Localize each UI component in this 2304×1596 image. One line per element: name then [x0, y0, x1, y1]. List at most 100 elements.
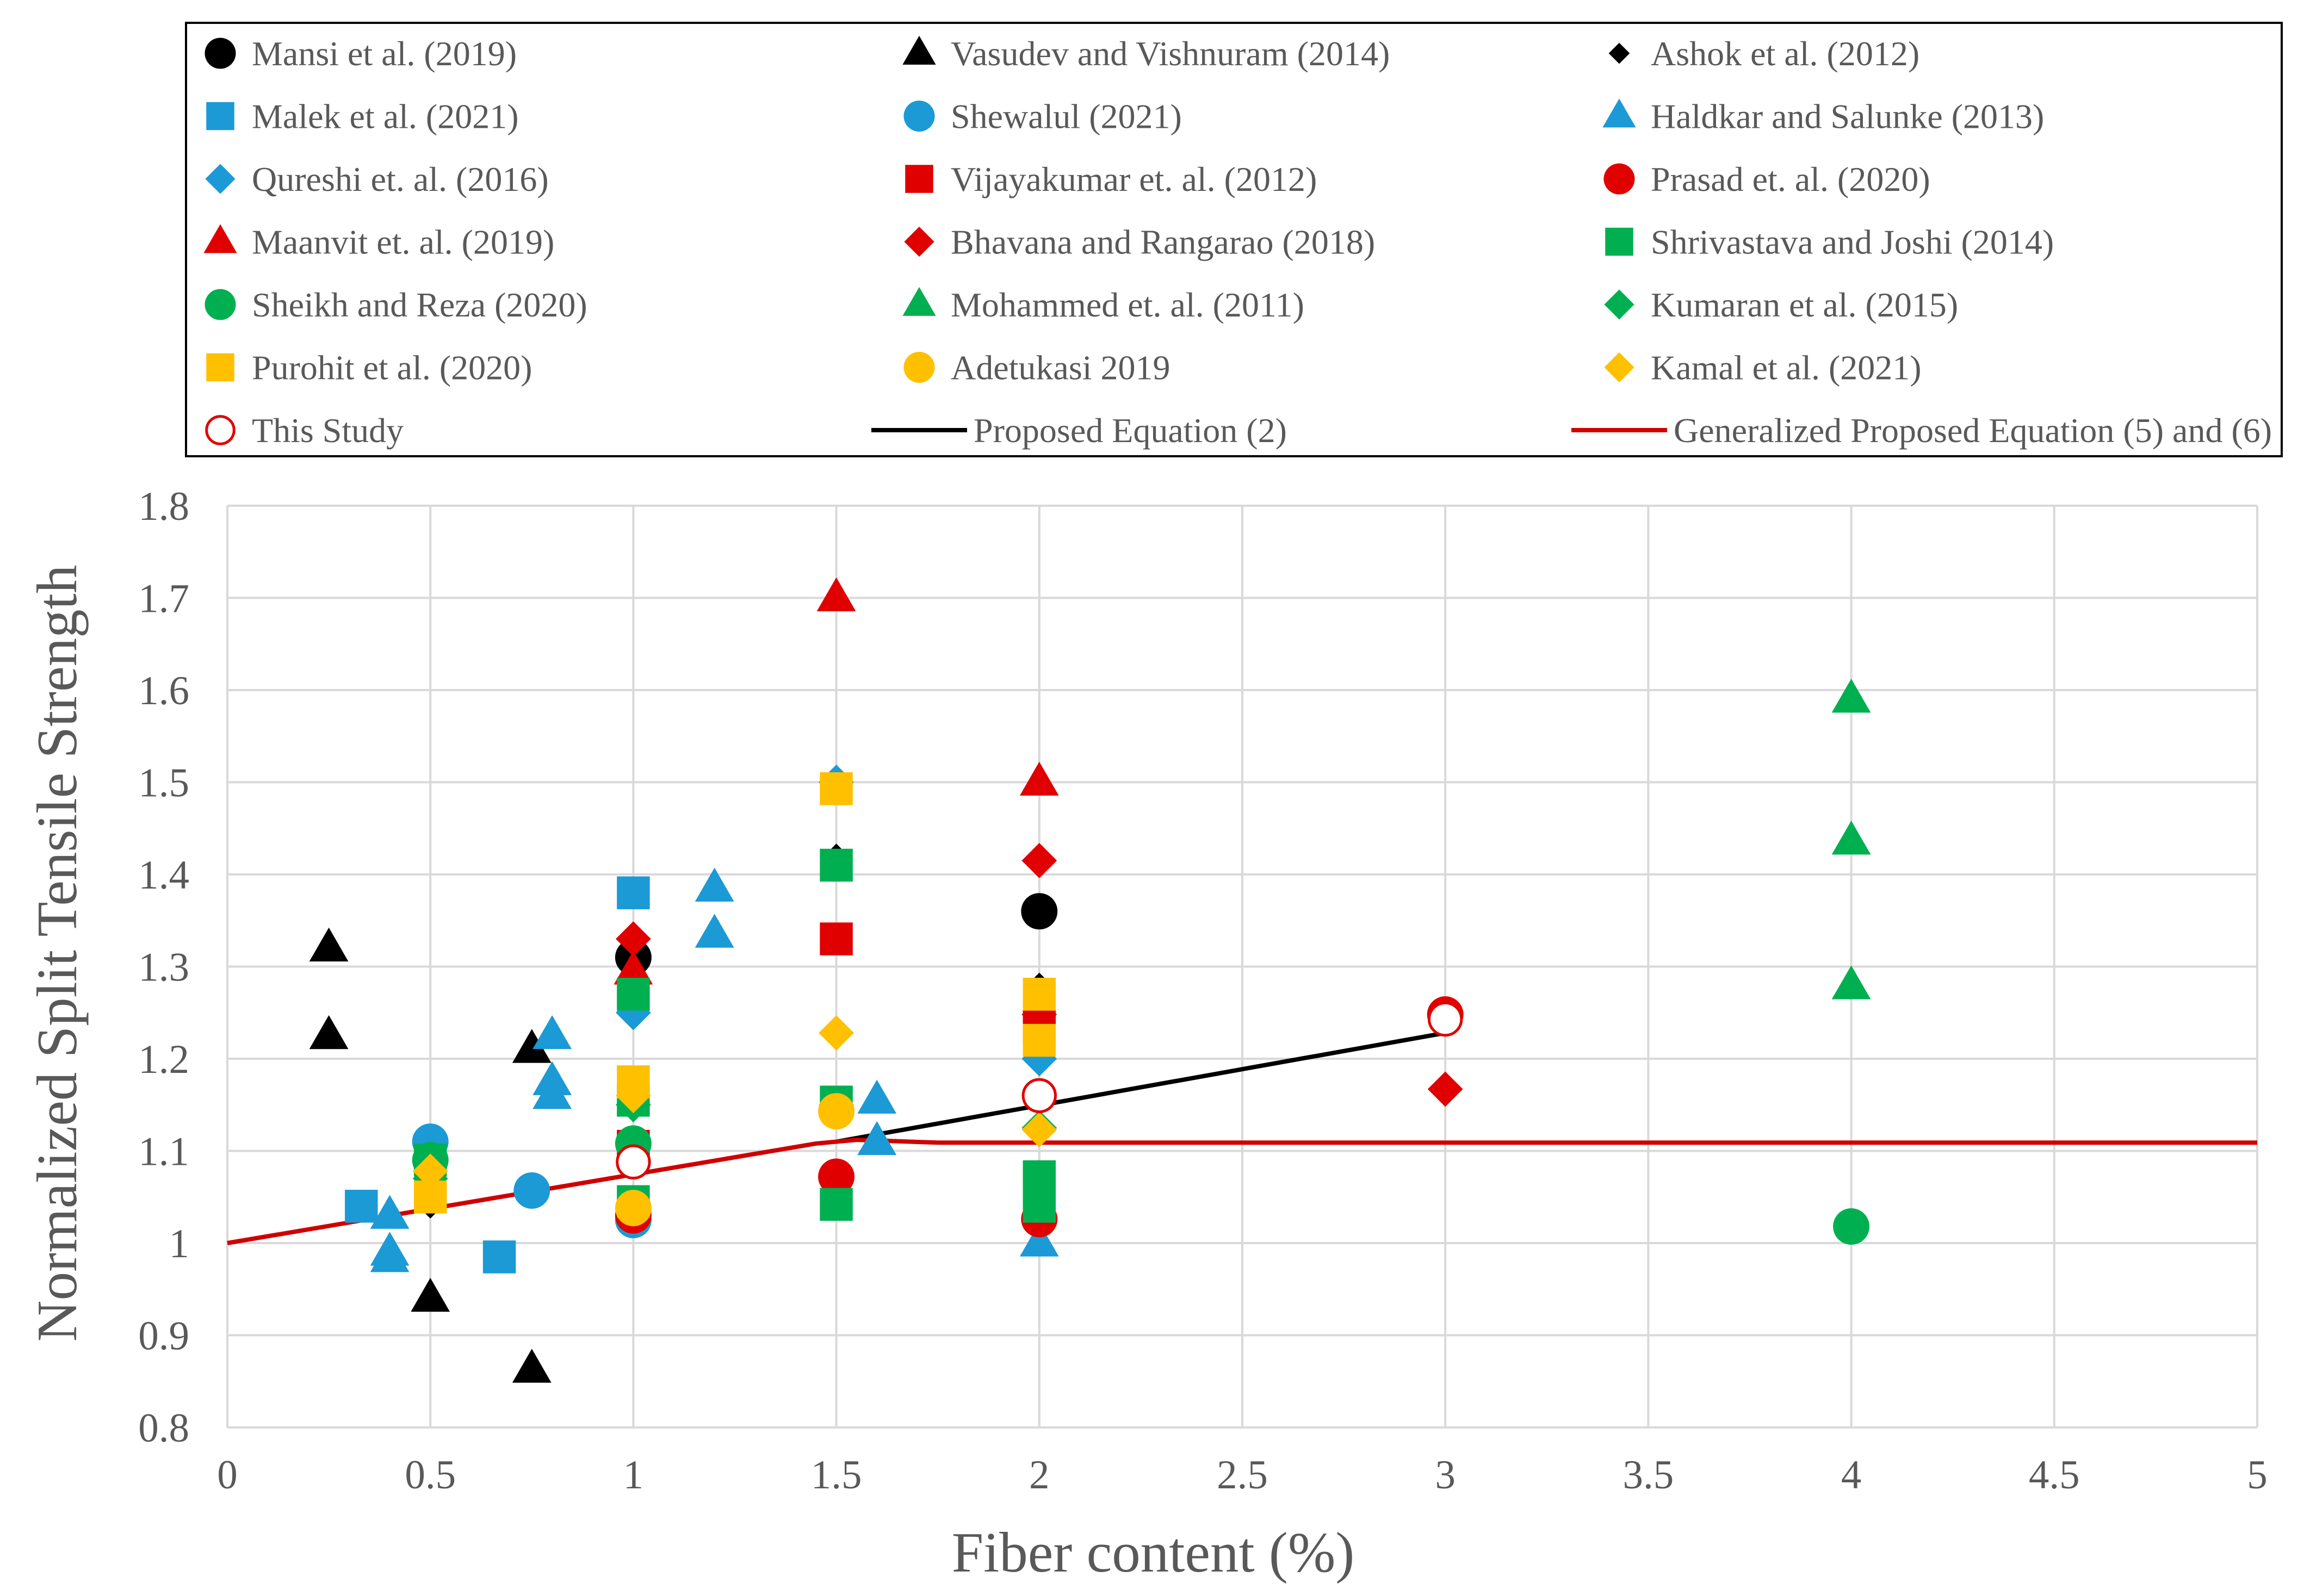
- series-line-19: [835, 1030, 1446, 1144]
- legend: Mansi et al. (2019) Vasudev and Vishnuram…: [185, 22, 2283, 457]
- data-point-s5-p7: [695, 914, 734, 948]
- data-point-s5-p10: [1019, 1222, 1059, 1257]
- legend-label-14: Kumaran et al. (2015): [1651, 285, 1958, 324]
- x-tick-label-9: 4.5: [2029, 1452, 2080, 1498]
- legend-label-15: Purohit et al. (2020): [252, 349, 532, 387]
- data-point-s9-p0: [614, 951, 653, 985]
- data-point-s11-p1: [617, 978, 650, 1011]
- legend-marker-3: [206, 102, 234, 131]
- x-tick-label-8: 4: [1841, 1452, 1862, 1498]
- x-tick-label-2: 1: [623, 1452, 644, 1498]
- legend-label-0: Mansi et al. (2019): [252, 34, 517, 73]
- data-point-s18-p0: [616, 1144, 651, 1180]
- legend-marker-16: [903, 351, 935, 383]
- y-tick-label-0: 0.8: [138, 1406, 189, 1451]
- legend-label-7: Vijayakumar et. al. (2012): [951, 160, 1317, 198]
- data-point-s18-p1: [1021, 1078, 1057, 1114]
- legend-marker-10: [904, 226, 934, 257]
- data-point-s3-p0: [345, 1189, 378, 1223]
- legend-label-13: Mohammed et. al. (2011): [951, 285, 1304, 324]
- legend-marker-11: [1605, 227, 1633, 256]
- data-point-s17-p1: [616, 1078, 651, 1114]
- data-point-s17-p0: [412, 1153, 448, 1189]
- data-point-s10-p0: [616, 921, 651, 957]
- legend-marker-18: [205, 415, 236, 445]
- data-point-s5-p9: [857, 1121, 897, 1156]
- data-point-s1-p1: [309, 1015, 349, 1049]
- data-point-s13-p2: [1831, 965, 1871, 999]
- data-point-s5-p3: [532, 1015, 572, 1049]
- y-tick-label-4: 1.2: [138, 1037, 189, 1082]
- legend-marker-13: [902, 287, 936, 316]
- legend-items: Mansi et al. (2019) Vasudev and Vishnuram…: [203, 34, 2272, 450]
- legend-marker-14: [1604, 289, 1634, 320]
- data-point-s11-p4: [820, 848, 853, 882]
- legend-marker-17: [1604, 352, 1634, 383]
- x-tick-label-0: 0: [217, 1452, 238, 1498]
- y-tick-label-5: 1.3: [138, 945, 189, 990]
- legend-marker-7: [905, 165, 933, 193]
- data-point-s11-p6: [820, 1188, 853, 1221]
- data-point-s10-p2: [1021, 997, 1057, 1033]
- legend-label-9: Maanvit et. al. (2019): [252, 223, 554, 262]
- x-tick-label-5: 2.5: [1217, 1452, 1268, 1498]
- data-point-s1-p3: [512, 1029, 552, 1063]
- data-point-s16-p1: [818, 1093, 855, 1130]
- legend-marker-0: [205, 38, 236, 69]
- y-tick-label-7: 1.5: [138, 761, 189, 806]
- data-point-s4-p1: [513, 1172, 550, 1209]
- data-point-s1-p4: [512, 1349, 552, 1383]
- data-point-s5-p2: [370, 1238, 410, 1272]
- x-tick-label-7: 3.5: [1623, 1452, 1674, 1498]
- data-point-s15-p4: [1023, 1023, 1056, 1057]
- y-tick-label-3: 1.1: [138, 1129, 189, 1175]
- data-point-s7-p1: [820, 922, 853, 955]
- x-tick-label-1: 0.5: [405, 1452, 456, 1498]
- legend-label-17: Kamal et al. (2021): [1651, 349, 1922, 387]
- legend-label-5: Haldkar and Salunke (2013): [1651, 97, 2044, 136]
- data-point-s1-p2: [411, 1277, 450, 1312]
- legend-label-18: This Study: [252, 411, 404, 450]
- legend-label-1: Vasudev and Vishnuram (2014): [951, 34, 1390, 73]
- y-tick-label-10: 1.8: [138, 484, 189, 529]
- legend-marker-4: [903, 100, 935, 132]
- x-axis-label: Fiber content (%): [952, 1520, 1355, 1584]
- data-point-s3-p2: [617, 876, 650, 910]
- y-tick-label-9: 1.7: [138, 576, 189, 622]
- x-tick-label-3: 1.5: [811, 1452, 862, 1498]
- data-point-s3-p1: [482, 1240, 516, 1274]
- legend-marker-8: [1603, 163, 1635, 195]
- data-point-s9-p2: [1019, 761, 1059, 796]
- legend-marker-5: [1602, 98, 1636, 128]
- legend-label-8: Prasad et. al. (2020): [1651, 160, 1930, 198]
- legend-label-19: Proposed Equation (2): [974, 411, 1287, 450]
- data-point-s5-p5: [532, 1075, 572, 1109]
- x-tick-label-6: 3: [1435, 1452, 1456, 1498]
- data-point-s17-p2: [819, 1015, 854, 1051]
- legend-marker-2: [1608, 42, 1630, 64]
- data-point-s8-p1: [818, 1158, 855, 1195]
- data-point-s12-p2: [1833, 1208, 1870, 1245]
- data-point-s15-p2: [820, 772, 853, 805]
- data-point-s17-p3: [1021, 1112, 1057, 1147]
- data-point-s10-p1: [1021, 843, 1057, 878]
- legend-label-2: Ashok et al. (2012): [1651, 34, 1919, 73]
- data-point-s5-p6: [695, 867, 734, 902]
- data-point-s18-p2: [1428, 1001, 1463, 1037]
- gridlines: [226, 505, 2258, 1429]
- legend-label-3: Malek et al. (2021): [252, 97, 519, 136]
- legend-marker-6: [205, 164, 236, 194]
- data-point-s5-p8: [857, 1079, 897, 1114]
- legend-marker-9: [203, 224, 237, 253]
- data-point-s11-p8: [1023, 1189, 1056, 1223]
- legend-label-12: Sheikh and Reza (2020): [252, 285, 587, 324]
- series-line-20: [227, 1138, 2257, 1245]
- legend-label-20: Generalized Proposed Equation (5) and (6…: [1674, 411, 2272, 450]
- legend-marker-15: [206, 353, 234, 382]
- y-tick-label-6: 1.4: [138, 853, 189, 898]
- data-point-s13-p0: [1831, 679, 1871, 713]
- data-point-s15-p3: [1023, 978, 1056, 1011]
- data-point-s11-p7: [1023, 1160, 1056, 1194]
- legend-label-11: Shrivastava and Joshi (2014): [1651, 223, 2054, 262]
